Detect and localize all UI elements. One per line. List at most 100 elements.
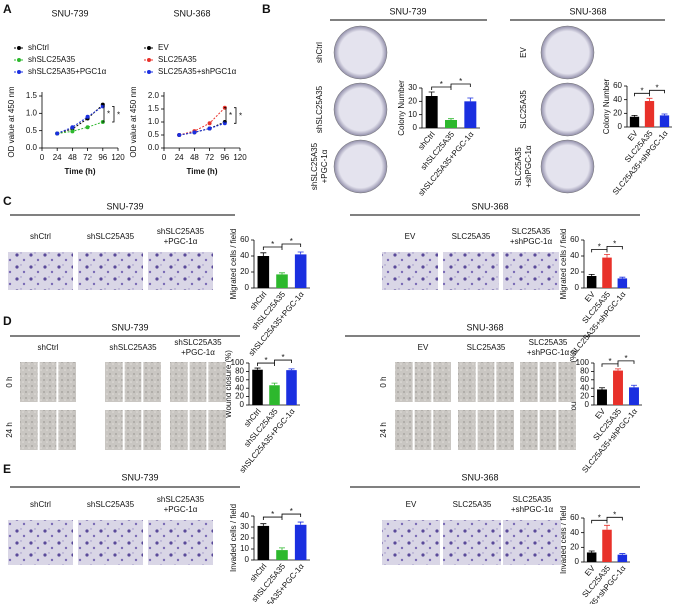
legend-entry: shSLC25A35 xyxy=(28,55,76,64)
sig-bracket xyxy=(601,363,619,367)
x-tick-label: 72 xyxy=(83,153,92,162)
sig-star: * xyxy=(459,77,462,86)
micrograph xyxy=(8,252,73,290)
image-label: EV xyxy=(405,232,416,241)
legend-marker xyxy=(17,70,21,74)
image-label: +PGC-1α xyxy=(320,149,329,183)
point xyxy=(55,131,60,136)
sig-bracket xyxy=(450,83,471,87)
strip-gap xyxy=(412,410,415,450)
strip-gap xyxy=(475,362,478,402)
sig-bracket xyxy=(274,359,292,364)
bar xyxy=(294,254,307,288)
bar xyxy=(294,524,307,560)
image-label: +PGC-1α xyxy=(164,237,198,246)
sig-star: * xyxy=(290,507,293,516)
y-tick-label: 100 xyxy=(576,358,590,367)
sig-star: * xyxy=(598,243,601,252)
image-label: shSLC25A35 xyxy=(310,142,319,190)
y-tick-label: 60 xyxy=(570,235,579,244)
y-tick-label: 60 xyxy=(613,81,622,90)
micrograph xyxy=(105,410,161,450)
y-tick-label: 1.0 xyxy=(148,117,160,126)
bar xyxy=(257,525,270,560)
error-bar xyxy=(631,384,637,388)
legend-marker xyxy=(17,58,21,62)
micrograph xyxy=(503,252,559,290)
error-bar xyxy=(661,113,668,116)
row-label: 0 h xyxy=(379,376,388,387)
y-tick-label: 0 xyxy=(575,557,580,566)
sig-star: * xyxy=(613,240,616,249)
micrograph xyxy=(503,520,561,565)
image-label: SLC25A35 xyxy=(519,90,528,129)
colony-image xyxy=(540,25,595,80)
y-tick-label: 10 xyxy=(408,110,417,119)
x-tick-label: 48 xyxy=(190,153,199,162)
series-line xyxy=(179,107,226,136)
image-label: +shPGC-1α xyxy=(510,237,553,246)
legend-entry: shSLC25A35+PGC1α xyxy=(28,67,107,76)
error-bar xyxy=(619,276,626,279)
strip-gap xyxy=(537,362,540,402)
y-tick-label: 20 xyxy=(570,267,579,276)
strip-gap xyxy=(122,362,125,402)
bar xyxy=(629,116,640,127)
error-bar xyxy=(604,254,610,258)
error-bar xyxy=(254,367,261,370)
image-label: +shPGC-1α xyxy=(527,348,570,357)
image-label: +PGC-1α xyxy=(181,348,215,357)
sig-bracket xyxy=(606,246,623,250)
y-tick-label: 80 xyxy=(580,367,589,376)
error-bar xyxy=(297,251,304,255)
bar xyxy=(613,370,623,405)
x-tick-label: 120 xyxy=(111,153,125,162)
error-bar xyxy=(619,553,626,555)
y-tick-label: 60 xyxy=(235,375,244,384)
y-tick-label: 100 xyxy=(231,358,245,367)
strip-gap xyxy=(431,362,434,402)
chart-title: SNU-368 xyxy=(173,8,210,18)
y-tick-label: 60 xyxy=(580,375,589,384)
sig-star: * xyxy=(290,237,293,246)
x-axis-label: Time (h) xyxy=(65,167,96,176)
row-label: 0 h xyxy=(5,376,14,387)
micrograph xyxy=(382,252,438,290)
strip-gap xyxy=(141,410,144,450)
micrograph xyxy=(458,410,514,450)
image-label: SLC25A35 xyxy=(467,343,506,352)
bar xyxy=(257,256,270,288)
sig-star: * xyxy=(608,357,611,366)
colony-image xyxy=(333,82,388,137)
legend-marker xyxy=(147,58,151,62)
strip-gap xyxy=(431,410,434,450)
y-axis-label: Migrated cells / field xyxy=(559,229,568,300)
bar xyxy=(286,370,297,405)
sig-bracket xyxy=(257,362,275,367)
error-bar xyxy=(297,521,304,525)
bar xyxy=(629,387,639,405)
axes xyxy=(163,92,240,149)
error-bar xyxy=(467,97,474,102)
bar xyxy=(252,369,263,405)
sig-star: * xyxy=(440,80,443,89)
strip-gap xyxy=(537,410,540,450)
error-bar xyxy=(279,272,285,275)
x-tick-label: 24 xyxy=(53,153,62,162)
panel-letter: D xyxy=(3,314,12,328)
image-label: +PGC-1α xyxy=(164,505,198,514)
error-bar xyxy=(588,274,595,276)
strip-gap xyxy=(141,362,144,402)
sig-bracket xyxy=(262,516,283,521)
y-tick-label: 0 xyxy=(240,400,245,409)
image-label: shCtrl xyxy=(315,42,324,63)
image-label: shSLC25A35 xyxy=(87,232,135,241)
colony-image xyxy=(333,139,388,194)
image-label: shCtrl xyxy=(38,343,59,352)
x-tick-label: 0 xyxy=(40,153,45,162)
error-bar xyxy=(279,547,285,551)
image-label: shSLC25A35 xyxy=(157,227,205,236)
sig-bracket xyxy=(606,516,623,521)
y-tick-label: 60 xyxy=(240,235,249,244)
